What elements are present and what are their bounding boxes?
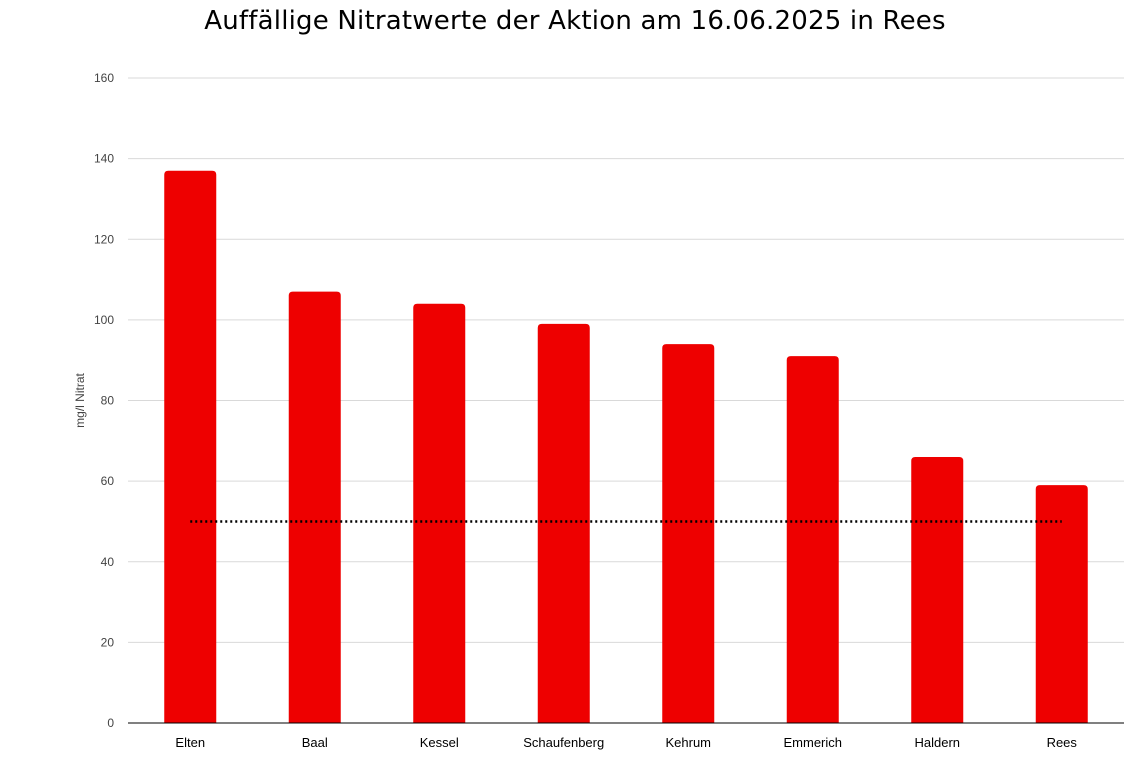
labels: 0 20 40 60 80 100 120 140 160 Elten Baal Kessel Scha…: [94, 71, 1077, 750]
x-tick-label: Haldern: [914, 735, 960, 750]
bar-schaufenberg: [537, 323, 590, 723]
bar-elten: [164, 170, 217, 723]
y-tick-label: 160: [94, 71, 114, 85]
bar-baal: [288, 291, 341, 723]
y-tick-label: 0: [107, 716, 114, 730]
x-tick-label: Elten: [175, 735, 205, 750]
bar-emmerich: [786, 356, 839, 723]
y-axis-title: mg/l Nitrat: [73, 373, 87, 428]
y-tick-label: 80: [101, 394, 115, 408]
y-tick-label: 140: [94, 152, 114, 166]
bars: [164, 170, 1088, 723]
x-tick-label: Emmerich: [783, 735, 842, 750]
x-tick-label: Baal: [302, 735, 328, 750]
x-tick-label: Schaufenberg: [523, 735, 604, 750]
x-tick-label: Rees: [1047, 735, 1078, 750]
bar-haldern: [911, 456, 964, 723]
gridlines: [128, 77, 1124, 643]
bar-rees: [1035, 485, 1088, 723]
bar-kessel: [413, 303, 466, 723]
y-tick-label: 100: [94, 313, 114, 327]
y-tick-label: 60: [101, 474, 115, 488]
bar-kehrum: [662, 344, 715, 723]
x-tick-label: Kessel: [420, 735, 459, 750]
x-tick-label: Kehrum: [665, 735, 711, 750]
y-tick-label: 120: [94, 232, 114, 246]
y-tick-label: 20: [101, 635, 115, 649]
chart-title: Auffällige Nitratwerte der Aktion am 16.…: [204, 6, 946, 36]
y-tick-label: 40: [101, 555, 115, 569]
